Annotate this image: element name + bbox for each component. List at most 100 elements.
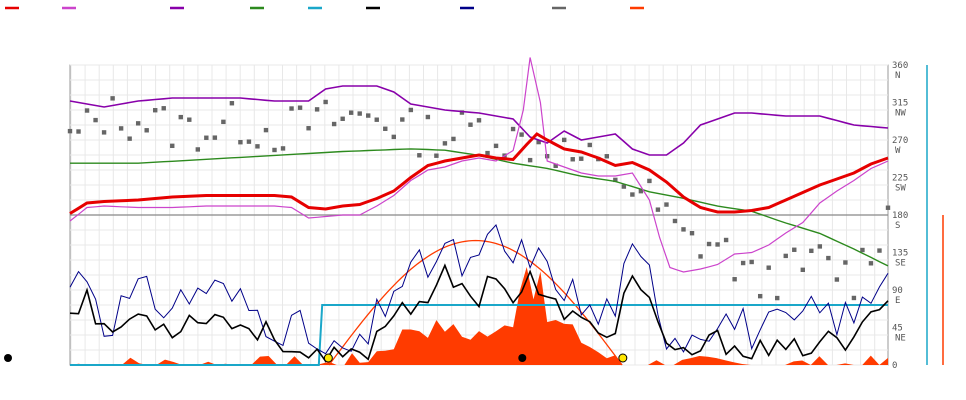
wind-direction-point — [809, 248, 814, 254]
wind-direction-point — [800, 267, 805, 273]
wind-direction-point — [587, 142, 592, 148]
wind-direction-point — [536, 139, 541, 145]
wind-direction-point — [792, 247, 797, 252]
tick-direction-degrees: 0 — [892, 361, 897, 371]
wind-direction-point — [323, 99, 328, 105]
wind-direction-point — [178, 114, 183, 120]
wind-direction-point — [783, 253, 788, 259]
wind-direction-point — [527, 157, 533, 163]
wind-direction-point — [331, 121, 337, 127]
wind-direction-point — [366, 113, 371, 118]
tick-direction-degrees: 360 — [892, 61, 908, 71]
wind-direction-point — [715, 242, 720, 247]
wind-direction-point — [630, 192, 635, 197]
wind-direction-point — [647, 178, 652, 184]
plot-grid — [69, 64, 889, 366]
wind-direction-point — [451, 136, 456, 142]
wind-direction-point — [749, 259, 754, 265]
wind-direction-point — [408, 107, 414, 113]
wind-direction-point — [655, 207, 661, 212]
wind-direction-point — [238, 140, 243, 145]
series-temperature — [69, 132, 889, 215]
wind-direction-point — [229, 101, 235, 106]
wind-direction-point — [843, 260, 848, 265]
wind-direction-point — [860, 247, 865, 253]
wind-direction-point — [170, 143, 175, 149]
wind-direction-point — [400, 117, 405, 122]
wind-direction-point — [459, 110, 465, 115]
wind-direction-point — [664, 202, 669, 207]
series-wind-speed — [69, 263, 889, 363]
wind-direction-point — [442, 141, 448, 146]
wind-direction-point — [817, 244, 823, 249]
wind-direction-point — [723, 237, 729, 243]
moon-phase-marker — [4, 354, 12, 362]
wind-direction-point — [153, 108, 158, 113]
wind-direction-point — [263, 127, 269, 133]
wind-direction-point — [289, 106, 294, 111]
wind-direction-point — [76, 129, 81, 134]
series-radiation-area — [70, 267, 888, 365]
wind-direction-point — [476, 118, 482, 123]
wind-direction-point — [579, 156, 584, 161]
wind-direction-point — [638, 188, 644, 194]
wind-direction-point — [681, 227, 686, 232]
series-wind-gust — [69, 224, 889, 355]
wind-direction-point — [101, 130, 107, 135]
wind-direction-point — [740, 260, 746, 266]
wind-direction-point — [706, 241, 712, 247]
wind-direction-point — [357, 111, 362, 116]
tick-direction-degrees: 225 — [892, 174, 908, 184]
series-radiation-clearsky — [328, 239, 623, 366]
wind-direction-point — [340, 116, 345, 121]
wind-direction-point — [757, 293, 763, 299]
wind-direction-point — [519, 132, 524, 137]
wind-direction-point — [383, 126, 388, 131]
tick-direction-compass: NE — [895, 334, 906, 344]
wind-direction-point — [246, 139, 252, 144]
wind-direction-point — [110, 96, 115, 101]
wind-direction-point — [485, 150, 490, 156]
wind-direction-point — [84, 108, 90, 113]
sunset-marker — [618, 353, 628, 363]
wind-direction-point — [698, 254, 703, 259]
wind-direction-point — [732, 277, 737, 282]
wind-direction-point — [204, 135, 209, 140]
wind-direction-point — [391, 134, 396, 140]
wind-direction-point — [834, 277, 840, 282]
wind-direction-point — [672, 218, 678, 224]
tick-direction-degrees: 45 — [892, 324, 903, 334]
wind-direction-point — [221, 119, 226, 125]
wind-direction-point — [161, 106, 166, 111]
wind-direction-point — [67, 128, 73, 134]
tick-direction-degrees: 270 — [892, 136, 908, 146]
wind-direction-point — [766, 265, 771, 270]
tick-direction-degrees: 90 — [892, 286, 903, 296]
tick-direction-compass: S — [895, 221, 900, 231]
wind-direction-point — [374, 117, 379, 122]
wind-direction-point — [255, 144, 260, 149]
wind-direction-point — [885, 205, 891, 210]
tick-direction-degrees: 135 — [892, 249, 908, 259]
wind-direction-point — [195, 147, 201, 152]
moonrise-marker — [518, 354, 527, 362]
wind-direction-point — [135, 121, 141, 126]
wind-direction-point — [468, 122, 473, 127]
tick-direction-compass: W — [895, 146, 901, 156]
tick-direction-compass: E — [895, 296, 900, 306]
wind-direction-point — [272, 147, 277, 153]
series-ground-temperature — [69, 57, 889, 273]
wind-direction-point — [297, 105, 303, 110]
wind-direction-point — [553, 163, 558, 168]
wind-direction-point — [118, 126, 124, 131]
sunrise-marker — [323, 353, 333, 363]
wind-direction-point — [212, 135, 218, 140]
tick-direction-degrees: 315 — [892, 99, 908, 109]
wind-direction-point — [144, 128, 149, 133]
wind-direction-point — [562, 137, 567, 143]
data-series — [4, 57, 891, 366]
wind-direction-point — [434, 153, 439, 158]
wind-direction-point — [314, 107, 320, 112]
